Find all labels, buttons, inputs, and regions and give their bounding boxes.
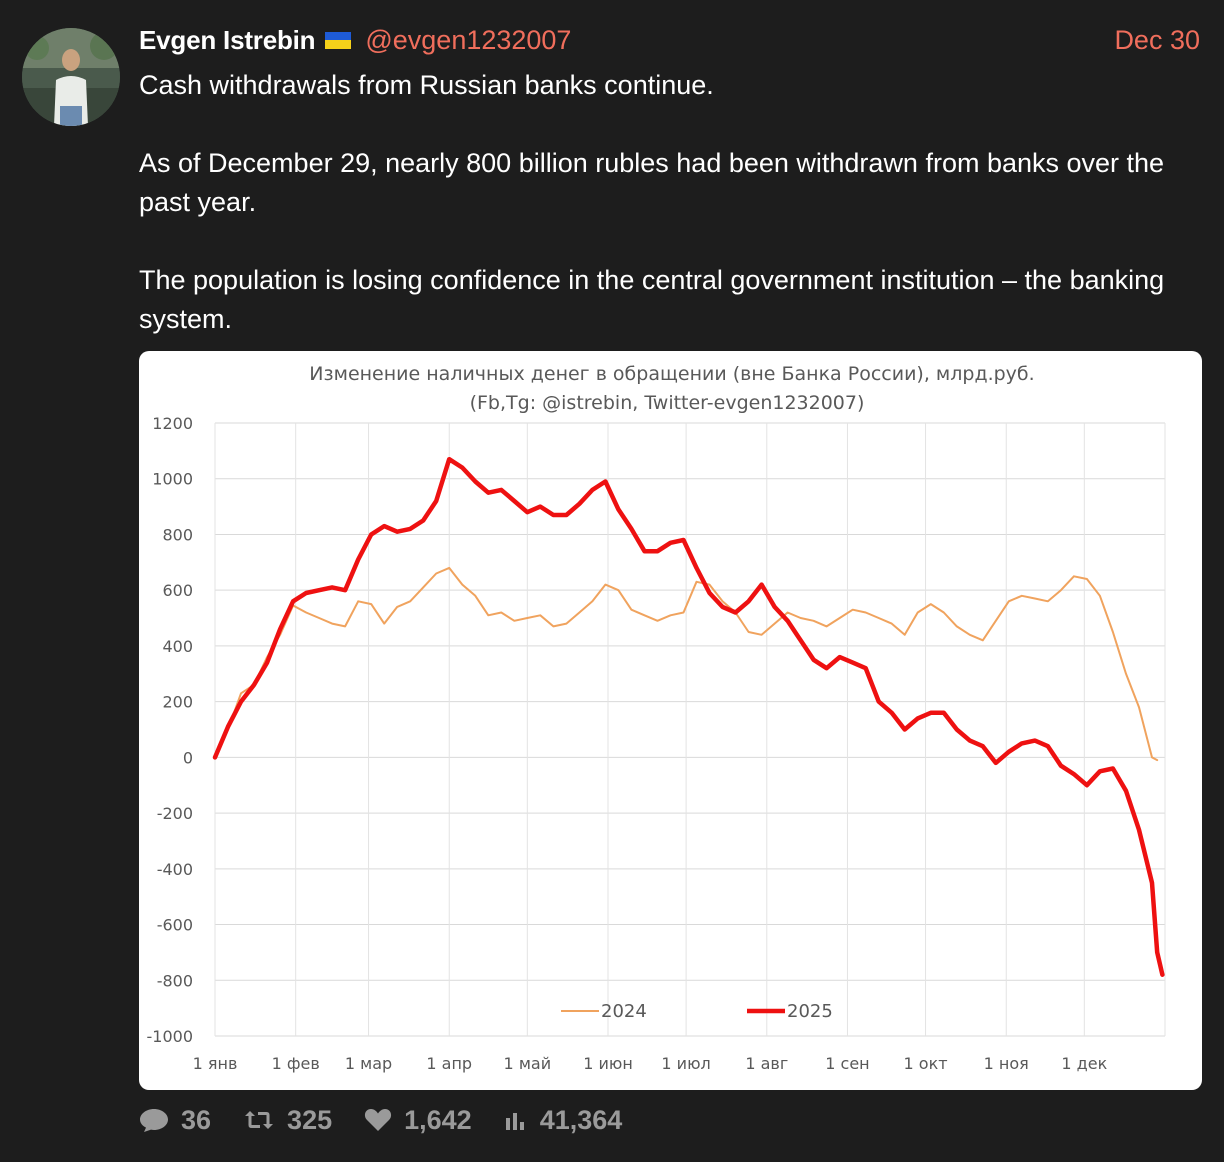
chart-title: Изменение наличных денег в обращении (вн… xyxy=(309,363,1034,385)
avatar[interactable] xyxy=(22,28,120,126)
x-tick-label: 1 окт xyxy=(904,1054,948,1073)
y-tick-label: 1200 xyxy=(152,414,193,433)
x-tick-label: 1 май xyxy=(504,1054,552,1073)
legend-label-2024: 2024 xyxy=(601,1001,647,1022)
y-tick-label: 1000 xyxy=(152,470,193,489)
tweet-date[interactable]: Dec 30 xyxy=(1114,24,1200,55)
y-tick-label: -200 xyxy=(157,804,193,823)
x-tick-label: 1 июн xyxy=(583,1054,633,1073)
y-tick-label: -600 xyxy=(157,916,193,935)
x-tick-label: 1 мар xyxy=(345,1054,392,1073)
reply-icon xyxy=(140,1109,168,1132)
like-action[interactable]: 1,642 xyxy=(364,1105,472,1136)
tweet-paragraph: Cash withdrawals from Russian banks cont… xyxy=(139,70,714,100)
views-action[interactable]: 41,364 xyxy=(504,1104,623,1136)
x-tick-label: 1 дек xyxy=(1061,1054,1107,1073)
y-tick-label: 600 xyxy=(162,581,193,600)
ukraine-flag-icon xyxy=(325,31,352,49)
views-chart-icon xyxy=(505,1113,524,1130)
author-name[interactable]: Evgen Istrebin xyxy=(139,24,316,55)
x-tick-label: 1 авг xyxy=(745,1054,788,1073)
y-tick-label: 400 xyxy=(162,637,193,656)
x-tick-label: 1 сен xyxy=(825,1054,869,1073)
y-tick-label: 0 xyxy=(183,748,193,767)
tweet-text: Cash withdrawals from Russian banks cont… xyxy=(139,66,1199,339)
chart-image[interactable]: Изменение наличных денег в обращении (вн… xyxy=(139,351,1202,1090)
y-tick-label: 800 xyxy=(162,525,193,544)
cash-change-chart: Изменение наличных денег в обращении (вн… xyxy=(147,363,1166,1073)
x-tick-label: 1 ноя xyxy=(984,1054,1029,1073)
tweet-paragraph: As of December 29, nearly 800 billion ru… xyxy=(139,148,1165,217)
chart-subtitle: (Fb,Tg: @istrebin, Twitter-evgen1232007) xyxy=(470,392,865,414)
x-tick-label: 1 янв xyxy=(193,1054,238,1073)
series-line-2024 xyxy=(214,566,1159,762)
x-tick-label: 1 июл xyxy=(661,1054,710,1073)
y-tick-label: -1000 xyxy=(147,1027,194,1046)
retweet-count: 325 xyxy=(287,1104,333,1135)
tweet-header: Evgen Istrebin @evgen1232007 Dec 30 xyxy=(139,22,1200,58)
reply-count: 36 xyxy=(181,1104,212,1135)
view-count: 41,364 xyxy=(539,1104,623,1135)
x-tick-label: 1 фев xyxy=(272,1054,320,1073)
author-handle[interactable]: @evgen1232007 xyxy=(365,24,572,55)
retweet-icon xyxy=(245,1111,274,1129)
y-tick-label: 200 xyxy=(162,693,193,712)
y-tick-label: -400 xyxy=(157,860,193,879)
retweet-action[interactable]: 325 xyxy=(243,1105,332,1136)
legend-label-2025: 2025 xyxy=(787,1001,833,1022)
like-count: 1,642 xyxy=(404,1104,472,1135)
x-tick-label: 1 апр xyxy=(426,1054,472,1073)
series-line-2025 xyxy=(212,456,1165,977)
heart-icon xyxy=(365,1109,392,1131)
tweet-paragraph: The population is losing confidence in t… xyxy=(139,265,1165,334)
reply-action[interactable]: 36 xyxy=(139,1105,211,1136)
y-tick-label: -800 xyxy=(157,971,193,990)
tweet-actions: 36 325 1,642 41,364 xyxy=(139,1100,654,1140)
